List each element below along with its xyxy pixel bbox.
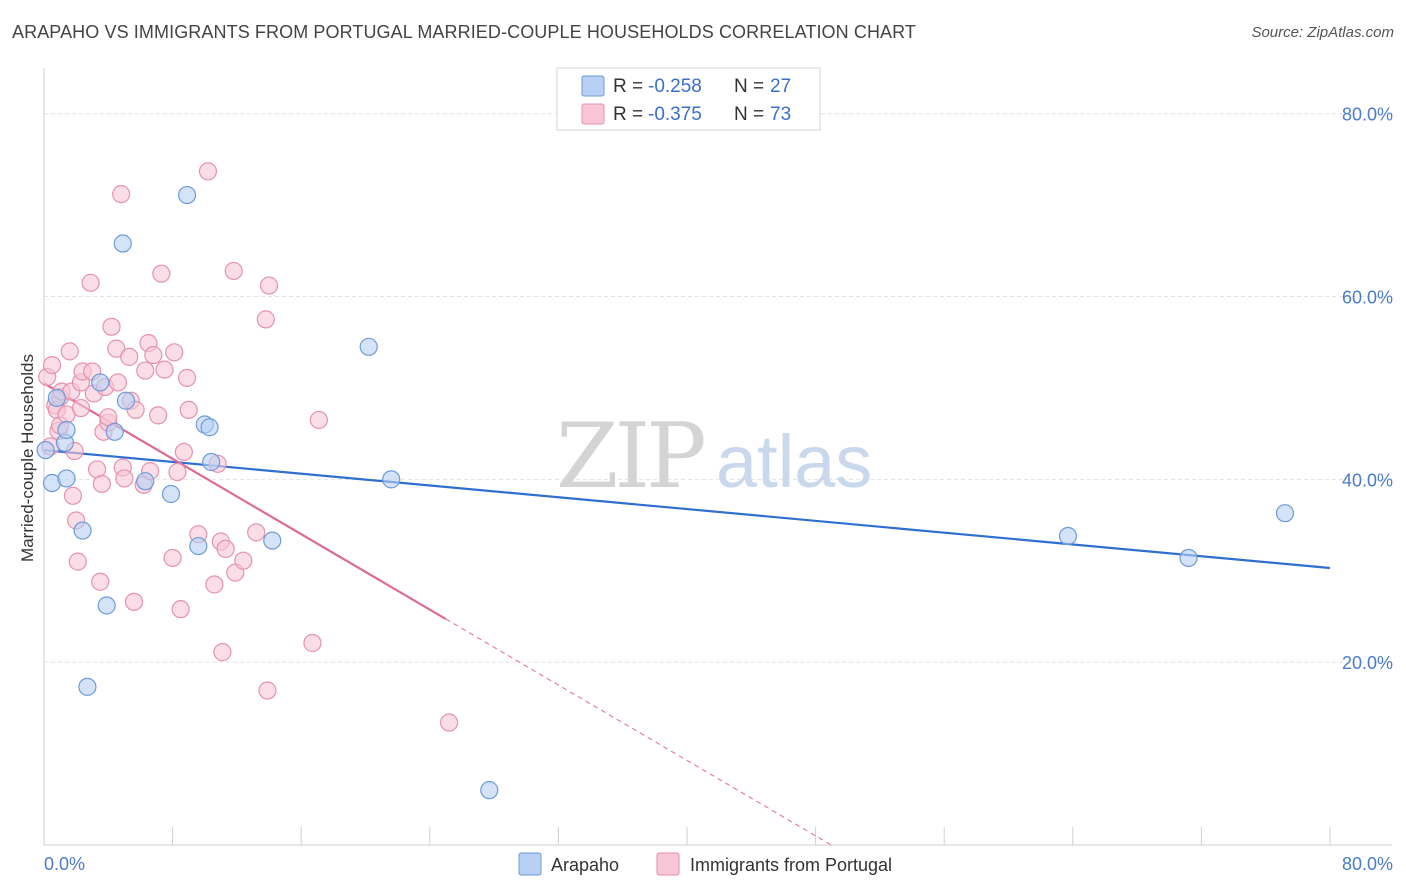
- portugal-point-47: [163, 548, 182, 568]
- arapaho-point-11: [113, 234, 132, 253]
- portugal-point-29: [102, 317, 121, 336]
- arapaho-point-5: [57, 469, 76, 488]
- bottom-legend-swatch-portugal: [656, 852, 680, 876]
- portugal-trend-extension: [445, 618, 832, 846]
- portugal-point-40: [136, 361, 155, 380]
- arapaho-point-2: [47, 388, 66, 408]
- legend-n-value-1: 27: [770, 76, 791, 97]
- portugal-point-66: [258, 681, 277, 700]
- arapaho-point-26: [1275, 504, 1295, 523]
- portugal-point-35: [120, 347, 139, 366]
- arapaho-point-9: [97, 596, 116, 615]
- bottom-legend: Arapaho Immigrants from Portugal: [518, 852, 892, 876]
- legend-r-value-1: -0.258: [648, 76, 702, 97]
- bottom-legend-label-portugal: Immigrants from Portugal: [690, 855, 892, 875]
- arapaho-point-0: [36, 441, 55, 460]
- portugal-point-51: [174, 442, 193, 462]
- watermark-atlas: atlas: [716, 420, 872, 503]
- arapaho-point-7: [78, 677, 97, 696]
- portugal-point-19: [81, 273, 100, 292]
- portugal-point-64: [247, 523, 266, 542]
- arapaho-point-13: [136, 472, 155, 491]
- portugal-point-46: [155, 360, 174, 379]
- legend-n-label-1: N =: [734, 76, 764, 97]
- arapaho-point-12: [116, 391, 136, 410]
- legend-r-value-2: -0.375: [648, 104, 702, 125]
- portugal-point-50: [171, 600, 190, 619]
- data-points: [36, 162, 1295, 800]
- arapaho-point-22: [382, 470, 401, 489]
- portugal-point-48: [165, 343, 184, 362]
- portugal-point-69: [309, 410, 328, 430]
- portugal-point-60: [216, 539, 235, 558]
- bottom-legend-label-arapaho: Arapaho: [551, 855, 619, 875]
- portugal-point-67: [259, 276, 279, 295]
- arapaho-point-15: [177, 185, 197, 205]
- x-tick-labels: 0.0% 80.0%: [44, 854, 1393, 874]
- portugal-point-44: [149, 406, 168, 425]
- portugal-point-15: [68, 552, 87, 571]
- legend-n-value-2: 73: [770, 104, 791, 125]
- arapaho-point-18: [200, 418, 219, 437]
- arapaho-point-24: [1058, 526, 1078, 546]
- portugal-point-23: [91, 572, 110, 591]
- portugal-point-52: [177, 368, 197, 387]
- arapaho-point-10: [105, 422, 124, 441]
- arapaho-point-16: [189, 536, 208, 556]
- portugal-point-55: [198, 162, 218, 181]
- portugal-point-12: [63, 486, 83, 505]
- portugal-point-30: [107, 339, 126, 358]
- arapaho-point-19: [202, 452, 221, 472]
- portugal-point-68: [303, 633, 322, 653]
- watermark-zip: ZIP: [556, 404, 704, 509]
- portugal-point-10: [60, 342, 79, 361]
- portugal-point-37: [124, 592, 144, 611]
- arapaho-point-20: [263, 531, 282, 550]
- arapaho-point-25: [1179, 548, 1198, 568]
- portugal-point-61: [224, 261, 243, 281]
- portugal-point-63: [234, 551, 253, 570]
- portugal-point-43: [144, 345, 163, 365]
- arapaho-point-21: [359, 337, 378, 356]
- x-tick-label-1: 80.0%: [1342, 854, 1393, 874]
- y-tick-label-0: 20.0%: [1342, 653, 1393, 673]
- legend-swatch-portugal: [581, 103, 605, 125]
- arapaho-point-8: [91, 373, 110, 392]
- watermark: ZIP atlas: [556, 404, 872, 509]
- arapaho-point-6: [73, 521, 92, 540]
- portugal-point-59: [213, 643, 232, 662]
- y-tick-labels: 20.0% 40.0% 60.0% 80.0%: [1342, 105, 1393, 673]
- portugal-point-32: [112, 185, 131, 204]
- portugal-point-17: [71, 398, 91, 418]
- source-credit: Source: ZipAtlas.com: [1251, 24, 1394, 41]
- x-tick-label-0: 0.0%: [44, 854, 85, 874]
- portugal-point-53: [179, 400, 198, 419]
- portugal-point-56: [205, 575, 224, 594]
- legend-n-label-2: N =: [734, 104, 764, 125]
- y-axis-label: Married-couple Households: [18, 354, 37, 562]
- portugal-point-2: [42, 355, 62, 375]
- arapaho-point-23: [480, 781, 499, 800]
- portugal-point-31: [108, 373, 128, 392]
- arapaho-point-14: [161, 484, 181, 504]
- arapaho-trend-line: [43, 449, 1331, 570]
- portugal-point-49: [168, 462, 187, 482]
- arapaho-point-4: [57, 420, 76, 440]
- y-tick-label-1: 40.0%: [1342, 470, 1393, 490]
- portugal-point-45: [152, 264, 171, 283]
- bottom-legend-swatch-arapaho: [518, 852, 542, 876]
- legend: R = -0.258 N = 27 R = -0.375 N = 73: [556, 67, 821, 131]
- portugal-point-34: [115, 469, 134, 488]
- grid-lines: [44, 113, 1392, 663]
- portugal-point-65: [256, 310, 275, 329]
- portugal-point-24: [92, 474, 111, 494]
- legend-r-label-2: R =: [613, 104, 643, 125]
- y-tick-label-3: 80.0%: [1342, 105, 1393, 125]
- y-tick-label-2: 60.0%: [1342, 288, 1393, 308]
- chart-title: ARAPAHO VS IMMIGRANTS FROM PORTUGAL MARR…: [12, 22, 917, 42]
- legend-r-label-1: R =: [613, 76, 643, 97]
- legend-swatch-arapaho: [581, 75, 605, 97]
- portugal-point-70: [439, 713, 459, 732]
